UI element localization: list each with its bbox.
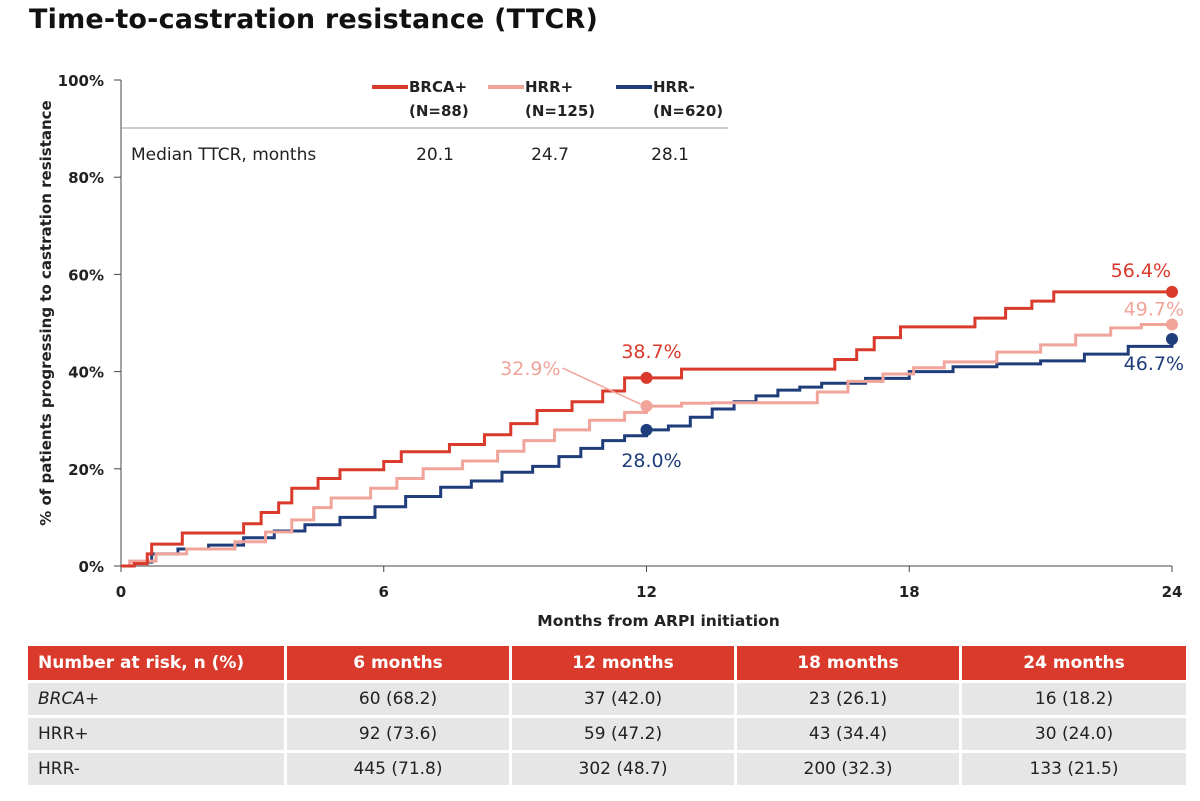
- endpoint-marker: [1166, 318, 1178, 331]
- row-label-brca: BRCA+: [28, 680, 287, 715]
- endpoint-marker: [640, 400, 653, 413]
- table-cell: 92 (73.6): [287, 715, 512, 750]
- y-tick-label: 100%: [58, 72, 104, 90]
- leader-line: [562, 367, 641, 405]
- table-cell: 43 (34.4): [737, 715, 962, 750]
- risk-header-6m: 6 months: [287, 646, 512, 680]
- table-cell: 445 (71.8): [287, 750, 512, 785]
- endpoint-label: 28.0%: [621, 450, 681, 472]
- y-tick-label: 60%: [68, 266, 104, 284]
- endpoint-label: 49.7%: [1124, 298, 1184, 320]
- table-cell: 16 (18.2): [962, 680, 1186, 715]
- x-axis-title: Months from ARPI initiation: [537, 612, 779, 630]
- legend-series-n: (N=88): [409, 102, 469, 120]
- series-line-0: [121, 290, 1172, 568]
- x-tick-label: 6: [379, 583, 389, 601]
- page-title: Time-to-castration resistance (TTCR): [29, 4, 599, 35]
- table-cell: 302 (48.7): [512, 750, 737, 785]
- series-line-1: [121, 322, 1172, 568]
- risk-table-header: Number at risk, n (%) 6 months 12 months…: [28, 646, 1186, 680]
- median-value: 20.1: [416, 145, 454, 165]
- x-tick-label: 18: [899, 583, 920, 601]
- table-cell: 23 (26.1): [737, 680, 962, 715]
- legend-series-n: (N=620): [653, 102, 723, 120]
- risk-header-12m: 12 months: [512, 646, 737, 680]
- y-tick-label: 20%: [68, 461, 104, 479]
- median-label: Median TTCR, months: [131, 145, 316, 165]
- legend-series-name: HRR-: [653, 78, 695, 96]
- legend-series-n: (N=125): [525, 102, 595, 120]
- y-tick-label: 80%: [68, 169, 104, 187]
- risk-table: Number at risk, n (%) 6 months 12 months…: [28, 646, 1186, 785]
- table-cell: 30 (24.0): [962, 715, 1186, 750]
- median-value: 28.1: [651, 145, 689, 165]
- x-tick-label: 24: [1162, 583, 1183, 601]
- row-label-hrr-neg: HRR-: [28, 750, 287, 785]
- risk-header-18m: 18 months: [737, 646, 962, 680]
- endpoint-marker: [640, 371, 653, 384]
- risk-header-24m: 24 months: [962, 646, 1186, 680]
- y-axis-title: % of patients progressing to castration …: [37, 100, 55, 526]
- table-cell: 60 (68.2): [287, 680, 512, 715]
- x-tick-label: 12: [636, 583, 657, 601]
- y-tick-label: 40%: [68, 364, 104, 382]
- km-chart: 0% 20% 40% 60% 80% 100% 0 6 12 18 24 Months from AR…: [37, 72, 1184, 630]
- endpoint-label: 32.9%: [500, 358, 560, 380]
- table-row: BRCA+ 60 (68.2) 37 (42.0) 23 (26.1) 16 (…: [28, 680, 1186, 715]
- table-row: HRR+ 92 (73.6) 59 (47.2) 43 (34.4) 30 (2…: [28, 715, 1186, 750]
- y-tick-label: 0%: [79, 558, 104, 576]
- table-cell: 37 (42.0): [512, 680, 737, 715]
- endpoint-label: 56.4%: [1111, 260, 1171, 282]
- endpoint-label: 38.7%: [621, 341, 681, 363]
- endpoint-label: 46.7%: [1124, 353, 1184, 375]
- endpoint-marker: [1166, 285, 1178, 298]
- median-value: 24.7: [531, 145, 569, 165]
- endpoint-marker: [1166, 333, 1178, 346]
- table-cell: 133 (21.5): [962, 750, 1186, 785]
- x-tick-label: 0: [116, 583, 126, 601]
- row-label-hrr-pos: HRR+: [28, 715, 287, 750]
- risk-header-label: Number at risk, n (%): [28, 646, 287, 680]
- legend-series-name: HRR+: [525, 78, 573, 96]
- endpoint-marker: [640, 423, 653, 436]
- table-cell: 200 (32.3): [737, 750, 962, 785]
- legend-series-name: BRCA+: [409, 78, 467, 96]
- table-row: HRR- 445 (71.8) 302 (48.7) 200 (32.3) 13…: [28, 750, 1186, 785]
- table-cell: 59 (47.2): [512, 715, 737, 750]
